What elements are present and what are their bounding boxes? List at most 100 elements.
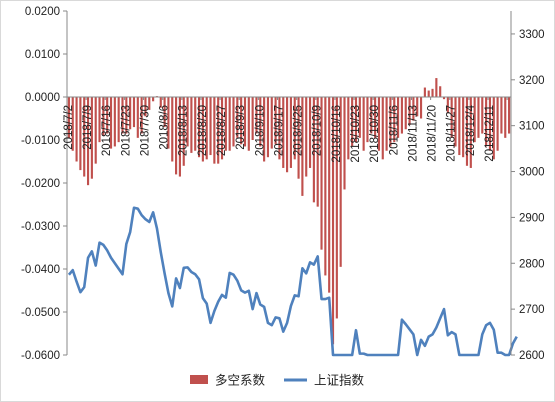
bar [328, 97, 331, 293]
bar [175, 97, 178, 175]
line-series [67, 206, 518, 357]
bar [98, 97, 101, 143]
bar [316, 97, 319, 207]
left-tick-label: -0.0200 [21, 178, 60, 190]
category-label: 2018/9/10 [254, 105, 266, 156]
bar [496, 97, 499, 151]
line-group [67, 206, 518, 357]
category-label: 2018/11/13 [407, 105, 419, 162]
bar [305, 97, 308, 177]
bar [335, 97, 338, 319]
bar [416, 97, 419, 117]
bar [201, 97, 204, 162]
left-tick-label: 0.0100 [25, 49, 60, 61]
bar [236, 97, 239, 138]
bar [159, 97, 162, 108]
right-tick-label: 2600 [519, 350, 545, 362]
category-label: 2018/11/27 [446, 105, 458, 162]
bar [439, 86, 442, 97]
bar [274, 97, 277, 145]
bar [481, 97, 484, 134]
bar [385, 97, 388, 151]
bar [500, 97, 503, 134]
bar [419, 97, 423, 119]
bar [377, 97, 381, 151]
bar [205, 97, 208, 160]
bar [469, 97, 472, 168]
bar [197, 97, 201, 158]
bar [209, 97, 212, 156]
category-label: 2018/7/2 [63, 105, 75, 150]
category-label: 2018/7/16 [101, 105, 113, 156]
bar [243, 97, 247, 147]
legend-label-line: 上证指数 [314, 373, 365, 388]
category-label: 2018/8/20 [197, 105, 209, 156]
bar [266, 97, 270, 158]
bar [106, 97, 109, 134]
bar [458, 97, 461, 156]
bar [278, 97, 281, 160]
bar [308, 97, 312, 168]
bar [354, 97, 358, 143]
bar [217, 97, 220, 164]
bar [240, 97, 243, 145]
bar [462, 97, 465, 158]
category-label: 2018/9/3 [235, 105, 247, 150]
bar [446, 97, 449, 114]
bar [408, 97, 411, 125]
bar [397, 97, 400, 138]
category-label: 2018/10/9 [312, 105, 324, 156]
bar [75, 97, 78, 162]
bar [450, 97, 453, 138]
legend: 多空系数 上证指数 [190, 373, 365, 388]
bar [301, 97, 304, 196]
bar [117, 97, 120, 143]
bar [454, 97, 457, 147]
right-tick-label: 2800 [519, 258, 545, 270]
bar [427, 90, 430, 97]
bar [167, 97, 170, 149]
bar [86, 97, 90, 186]
left-tick-label: -0.0500 [21, 307, 60, 319]
bar [171, 97, 174, 162]
bar [220, 97, 224, 160]
bar [148, 97, 151, 110]
category-label: 2018/7/23 [120, 105, 132, 156]
bar [477, 97, 480, 138]
category-label: 2018/12/4 [465, 104, 477, 156]
bar [259, 97, 262, 147]
bar [255, 97, 258, 134]
category-label: 2018/9/17 [273, 105, 285, 156]
bar [331, 97, 335, 345]
right-tick-label: 3100 [519, 121, 545, 133]
bar [312, 97, 315, 203]
bar [286, 97, 289, 173]
bar [113, 97, 116, 147]
bar [190, 97, 193, 153]
bar [263, 97, 266, 162]
bar [186, 97, 189, 147]
bar [358, 97, 361, 138]
right-tick-label: 3000 [519, 167, 545, 179]
left-tick-label: -0.0300 [21, 221, 60, 233]
bar [163, 97, 166, 128]
category-label: 2018/7/9 [82, 105, 94, 150]
bar [423, 87, 426, 97]
bar [370, 97, 373, 134]
bar [270, 97, 273, 149]
bar [136, 97, 139, 138]
bars-group [67, 78, 511, 345]
category-label: 2018/12/11 [484, 105, 496, 162]
bar [94, 97, 97, 164]
bar [374, 97, 377, 138]
bar [473, 97, 476, 143]
category-label: 2018/7/30 [140, 105, 152, 156]
category-label: 2018/8/27 [216, 105, 228, 156]
category-label: 2018/9/25 [293, 105, 305, 156]
bar [125, 97, 128, 134]
bar [351, 97, 354, 147]
category-label: 2018/11/6 [388, 105, 400, 155]
category-label: 2018/8/6 [159, 105, 171, 150]
category-label: 2018/8/13 [178, 105, 190, 156]
